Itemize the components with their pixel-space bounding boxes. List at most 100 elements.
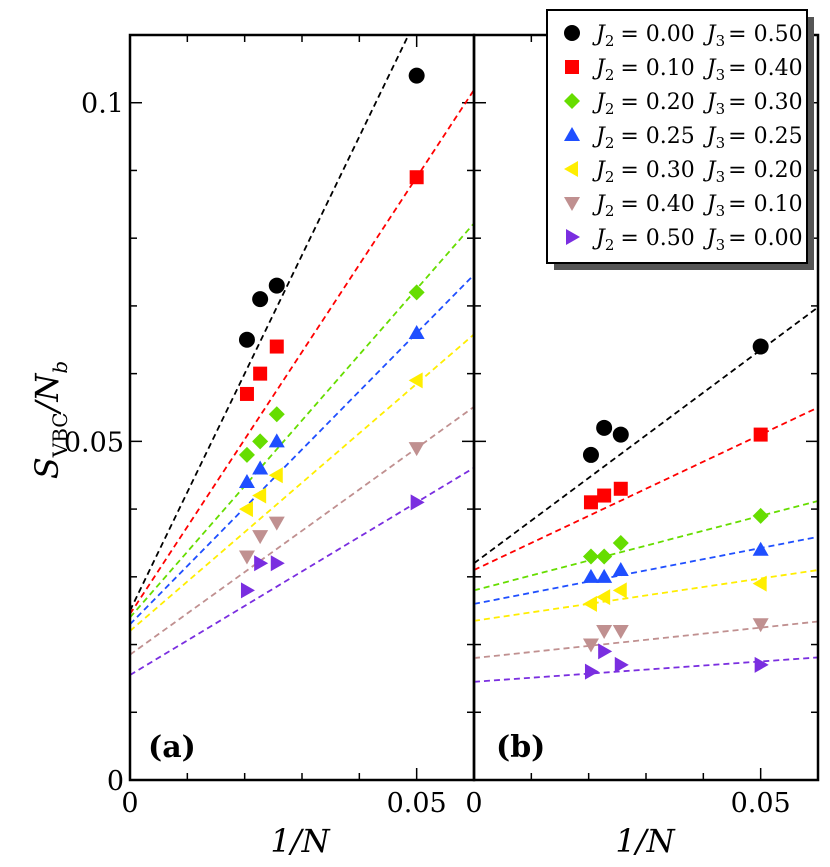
legend-j3_sub: 3 (716, 32, 726, 50)
legend-j3_sub: 3 (716, 66, 726, 84)
panel-label-b: (b) (496, 730, 545, 765)
data-point-b-6-1 (598, 643, 613, 660)
legend-j2_sub: 2 (605, 168, 615, 186)
data-point-a-3-3 (408, 325, 425, 339)
data-point-a-5-3 (408, 442, 425, 457)
legend-j3_value: = 0.00 (728, 226, 802, 251)
panel-a-plot (130, 35, 474, 676)
legend-j2_label: J (592, 22, 606, 47)
legend-j2_label: J (592, 226, 606, 251)
y-tick-label-a-2: 0.1 (81, 89, 124, 120)
legend-entry: J2 = 0.10 J3 = 0.40 (565, 56, 803, 84)
fit-line-a-3 (130, 274, 474, 625)
data-point-a-2-1 (252, 433, 269, 450)
legend-j3_label: J (703, 56, 717, 81)
data-point-a-3-1 (252, 460, 269, 475)
y-axis-title: SVBC/Nb (28, 361, 72, 479)
data-point-b-5-3 (752, 618, 769, 633)
data-point-a-2-3 (408, 284, 425, 301)
x-tick-label-b-0: 0 (465, 788, 482, 819)
legend-marker-2 (564, 93, 580, 109)
y-axis-title-main: S (28, 457, 66, 479)
data-point-a-2-2 (268, 406, 285, 423)
data-point-b-1-3 (753, 427, 768, 442)
legend-j2_sub: 2 (605, 66, 615, 84)
legend-entry: J2 = 0.25 J3 = 0.25 (564, 124, 803, 152)
fit-line-b-1 (474, 406, 818, 571)
legend-marker-5 (564, 197, 580, 211)
data-point-b-6-0 (584, 663, 599, 680)
panel-label-a: (a) (148, 730, 196, 765)
legend-j3_value: = 0.10 (728, 192, 802, 217)
data-point-a-5-1 (252, 530, 269, 545)
legend-entry: J2 = 0.20 J3 = 0.30 (564, 90, 803, 118)
legend-j3_label: J (703, 158, 717, 183)
legend-box (546, 9, 808, 264)
legend-marker-6 (566, 229, 580, 245)
data-point-b-5-2 (612, 625, 629, 639)
data-point-a-6-0 (240, 582, 255, 599)
panel-b-plot (474, 306, 818, 683)
data-point-b-2-3 (752, 507, 769, 524)
data-point-b-5-1 (596, 625, 613, 639)
legend-label-5: J2 = 0.40 J3 = 0.10 (592, 192, 803, 220)
legend-j3_value: = 0.50 (728, 22, 802, 47)
data-point-b-3-1 (596, 568, 613, 583)
legend-j3_sub: 3 (716, 236, 726, 254)
data-point-b-1-2 (613, 481, 628, 496)
data-point-a-0-2 (268, 277, 285, 294)
data-point-b-2-2 (612, 534, 629, 551)
data-point-b-6-3 (754, 656, 769, 673)
legend-marker-3 (564, 127, 580, 141)
legend-j2_sub: 2 (605, 32, 615, 50)
legend-j2_sub: 2 (605, 100, 615, 118)
legend-j3_label: J (703, 22, 717, 47)
legend-j2_label: J (592, 124, 606, 149)
y-axis-title-mid: /N (28, 373, 66, 416)
data-point-b-4-2 (612, 582, 627, 599)
data-point-a-4-0 (238, 501, 253, 518)
legend-j2_label: J (592, 158, 606, 183)
data-point-a-1-3 (409, 170, 424, 185)
legend-j2_sub: 2 (605, 236, 615, 254)
legend-entry: J2 = 0.30 J3 = 0.20 (564, 158, 803, 186)
legend-label-4: J2 = 0.30 J3 = 0.20 (592, 158, 803, 186)
fit-line-b-6 (474, 656, 818, 683)
legend-j2_value: = 0.50 (620, 226, 694, 251)
data-point-b-2-1 (596, 548, 613, 565)
legend-j3_value: = 0.25 (728, 124, 802, 149)
legend-j3_sub: 3 (716, 134, 726, 152)
legend-entry: J2 = 0.00 J3 = 0.50 (564, 22, 803, 50)
legend-label-6: J2 = 0.50 J3 = 0.00 (592, 226, 803, 254)
x-axis-title-a: 1/N (270, 822, 330, 860)
data-point-a-4-1 (252, 487, 267, 504)
legend-j2_value: = 0.20 (620, 90, 694, 115)
legend-entry: J2 = 0.40 J3 = 0.10 (564, 192, 803, 220)
data-point-a-1-2 (269, 339, 284, 354)
data-point-a-4-3 (408, 372, 423, 389)
data-point-a-6-3 (410, 494, 425, 511)
legend-j2_value: = 0.30 (620, 158, 694, 183)
data-point-a-1-0 (239, 386, 254, 401)
legend-j3_value: = 0.40 (728, 56, 802, 81)
data-point-b-0-2 (612, 426, 629, 443)
data-point-b-0-3 (752, 338, 769, 355)
legend-j2_value: = 0.40 (620, 192, 694, 217)
x-tick-label-a-0: 0 (121, 788, 138, 819)
legend-marker-1 (565, 60, 579, 74)
legend-j3_label: J (703, 124, 717, 149)
data-point-b-4-1 (596, 589, 611, 606)
y-axis-title-sub2: b (48, 361, 72, 374)
fit-line-b-5 (474, 620, 818, 659)
legend-j3_label: J (703, 226, 717, 251)
data-point-b-1-0 (583, 495, 598, 510)
legend-j2_sub: 2 (605, 202, 615, 220)
legend-marker-0 (564, 25, 580, 41)
x-axis-title-b: 1/N (615, 822, 675, 860)
fit-line-a-4 (130, 333, 474, 632)
y-axis-title-sub: VBC (48, 412, 72, 458)
legend-j2_label: J (592, 90, 606, 115)
